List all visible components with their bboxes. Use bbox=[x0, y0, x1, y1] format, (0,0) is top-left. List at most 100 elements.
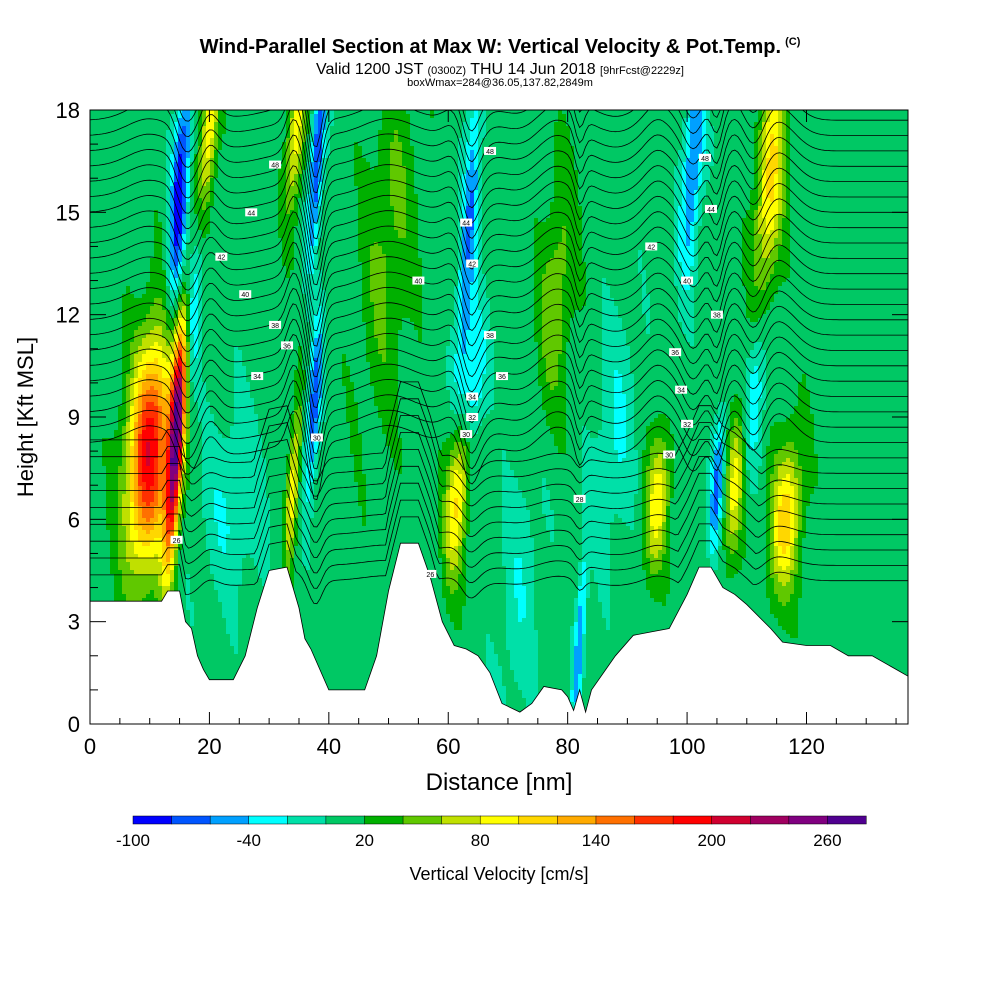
chart-subtitle: Valid 1200 JST (0300Z) THU 14 Jun 2018 [… bbox=[0, 61, 1000, 79]
contour-label: 34 bbox=[251, 372, 264, 381]
colorbar-swatch bbox=[557, 815, 597, 825]
contour-label: 36 bbox=[669, 348, 682, 357]
isentrope-line bbox=[90, 415, 908, 513]
x-tick-label: 60 bbox=[436, 734, 460, 759]
contour-label: 44 bbox=[460, 218, 473, 228]
y-tick-label: 9 bbox=[68, 405, 80, 430]
colorbar-swatch bbox=[132, 815, 173, 825]
x-tick-label: 120 bbox=[788, 734, 825, 759]
y-axis-label: Height [Kft MSL] bbox=[13, 337, 38, 497]
x-axis-label: Distance [nm] bbox=[426, 769, 573, 796]
contour-label: 32 bbox=[466, 413, 479, 422]
contour-label: 28 bbox=[573, 494, 586, 504]
isentrope-line bbox=[90, 318, 908, 408]
colorbar-tick-label: 200 bbox=[697, 831, 725, 850]
isentrope-line bbox=[90, 303, 908, 393]
contour-label: 40 bbox=[681, 276, 694, 286]
isentrope-line bbox=[90, 381, 908, 482]
isentrope-line bbox=[90, 149, 908, 240]
contour-label: 30 bbox=[460, 430, 473, 439]
colorbar-swatch bbox=[364, 815, 404, 825]
colorbar-tick-label: -100 bbox=[116, 831, 150, 850]
x-tick-label: 40 bbox=[317, 734, 341, 759]
potential-temperature-contours bbox=[90, 110, 908, 605]
colorbar-tick-label: 140 bbox=[582, 831, 610, 850]
contour-label: 32 bbox=[681, 419, 694, 429]
contour-label: 36 bbox=[495, 372, 508, 381]
isentrope-line bbox=[90, 211, 908, 301]
chart-title: Wind-Parallel Section at Max W: Vertical… bbox=[0, 36, 1000, 59]
isentrope-line bbox=[90, 226, 908, 316]
contour-label: 40 bbox=[412, 276, 425, 286]
contour-label: 38 bbox=[710, 310, 723, 320]
isentrope-line bbox=[90, 195, 908, 286]
contour-label: 40 bbox=[239, 290, 252, 299]
isentrope-line bbox=[90, 364, 908, 455]
colorbar-tick-label: 20 bbox=[355, 831, 374, 850]
colorbar-swatch bbox=[479, 815, 520, 825]
terrain-mask bbox=[89, 542, 909, 725]
isentrope-line bbox=[90, 165, 908, 255]
isentrope-line bbox=[90, 516, 908, 605]
isentrope-line bbox=[90, 449, 908, 543]
contour-label: 30 bbox=[663, 450, 676, 460]
y-tick-label: 0 bbox=[68, 712, 80, 737]
contour-label: 26 bbox=[170, 535, 183, 545]
contour-label: 42 bbox=[645, 242, 658, 251]
isentrope-line bbox=[90, 398, 908, 497]
contour-label: 44 bbox=[704, 204, 717, 214]
isentrope-line bbox=[90, 180, 908, 270]
isentrope-line bbox=[90, 410, 908, 501]
isentrope-line bbox=[90, 288, 908, 378]
isentrope-line bbox=[90, 465, 908, 559]
y-tick-label: 3 bbox=[68, 610, 80, 635]
isentrope-line bbox=[90, 380, 908, 470]
contour-label: 34 bbox=[675, 385, 688, 395]
chart-subtitle-2: boxWmax=284@36.05,137.82,2849m bbox=[0, 77, 1000, 89]
contour-label: 48 bbox=[484, 146, 497, 156]
contour-label: 30 bbox=[310, 433, 323, 442]
isentrope-line bbox=[90, 110, 908, 178]
isentrope-line bbox=[90, 272, 908, 363]
colorbar-swatch bbox=[827, 815, 867, 825]
isentrope-line bbox=[90, 257, 908, 347]
y-tick-label: 6 bbox=[68, 507, 80, 532]
colorbar-swatch bbox=[595, 815, 636, 825]
colorbar-tick-label: 260 bbox=[813, 831, 841, 850]
subtitle-utc: (0300Z) bbox=[428, 65, 467, 77]
isentrope-line bbox=[90, 110, 908, 194]
colorbar-swatch bbox=[325, 815, 366, 825]
colorbar: -100 -40 20 80 140 200 260 bbox=[116, 815, 867, 850]
colorbar-swatch bbox=[248, 815, 288, 825]
contour-label: 42 bbox=[215, 252, 228, 262]
isentrope-line bbox=[90, 349, 908, 439]
isentrope-line bbox=[90, 432, 908, 528]
isentrope-line bbox=[174, 110, 758, 163]
contour-label: 26 bbox=[424, 569, 437, 579]
contour-label: 34 bbox=[466, 392, 479, 402]
colorbar-swatch bbox=[634, 815, 674, 825]
contour-label: 38 bbox=[269, 320, 282, 330]
contour-label: 42 bbox=[466, 259, 479, 269]
colorbar-swatch bbox=[750, 815, 790, 825]
colorbar-swatch bbox=[518, 815, 558, 825]
subtitle-forecast: [9hrFcst@2229z] bbox=[600, 65, 684, 77]
subtitle-valid: Valid 1200 JST bbox=[316, 61, 423, 78]
colorbar-swatch bbox=[788, 815, 828, 825]
colorbar-swatch bbox=[402, 815, 443, 825]
x-tick-label: 0 bbox=[84, 734, 96, 759]
x-tick-label: 80 bbox=[555, 734, 579, 759]
colorbar-swatch bbox=[672, 815, 713, 825]
colorbar-tick-label: 80 bbox=[471, 831, 490, 850]
x-tick-label: 100 bbox=[669, 734, 706, 759]
contour-label: 44 bbox=[245, 208, 258, 217]
subtitle-date: THU 14 Jun 2018 bbox=[470, 61, 595, 78]
colorbar-swatch bbox=[171, 815, 211, 825]
title-text: Wind-Parallel Section at Max W: Vertical… bbox=[200, 36, 781, 58]
y-tick-label: 18 bbox=[56, 98, 80, 123]
contour-label: 48 bbox=[698, 153, 711, 163]
isentrope-line bbox=[90, 119, 908, 209]
contour-labels: 48 44 42 40 38 36 34 30 26 48 44 42 40 38 36 34 32 30 26 28… bbox=[170, 146, 723, 579]
